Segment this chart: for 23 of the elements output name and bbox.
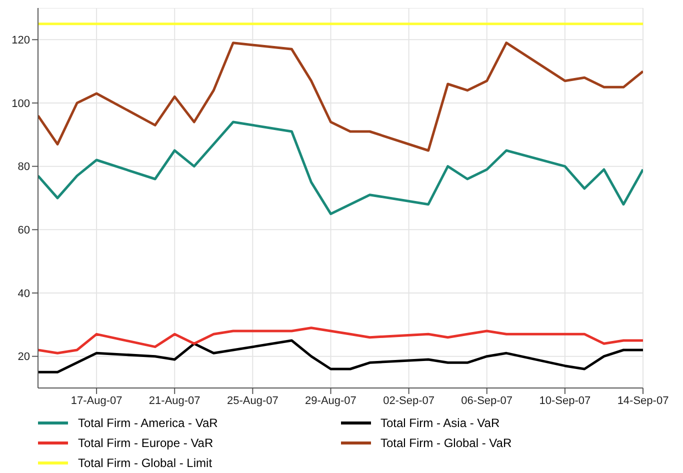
x-tick-label: 25-Aug-07	[226, 394, 278, 407]
line-series	[38, 339, 643, 374]
y-tick-label: 40	[18, 288, 30, 300]
y-tick-label: 100	[12, 98, 30, 110]
line-series	[38, 120, 643, 216]
y-tick-label: 120	[12, 34, 30, 47]
y-tick-label: 20	[18, 351, 30, 364]
legend-label: Total Firm - Europe - VaR	[78, 436, 214, 450]
legend-label: Total Firm - Global - Limit	[78, 456, 212, 470]
x-tick-label: 06-Sep-07	[461, 394, 513, 407]
line-series	[38, 42, 643, 152]
line-series	[38, 326, 643, 354]
legend-label: Total Firm - America - VaR	[78, 416, 218, 430]
x-tick-label: 10-Sep-07	[539, 394, 591, 407]
x-tick-label: 17-Aug-07	[70, 394, 122, 407]
x-tick-label: 02-Sep-07	[383, 394, 434, 407]
y-tick-label: 80	[18, 161, 30, 174]
legend-label: Total Firm - Global - VaR	[380, 436, 512, 450]
legend-label: Total Firm - Asia - VaR	[380, 416, 500, 430]
x-tick-label: 21-Aug-07	[148, 394, 200, 407]
y-tick-label: 60	[18, 224, 30, 237]
x-tick-label: 14-Sep-07	[617, 394, 669, 407]
x-tick-label: 29-Aug-07	[305, 394, 356, 407]
